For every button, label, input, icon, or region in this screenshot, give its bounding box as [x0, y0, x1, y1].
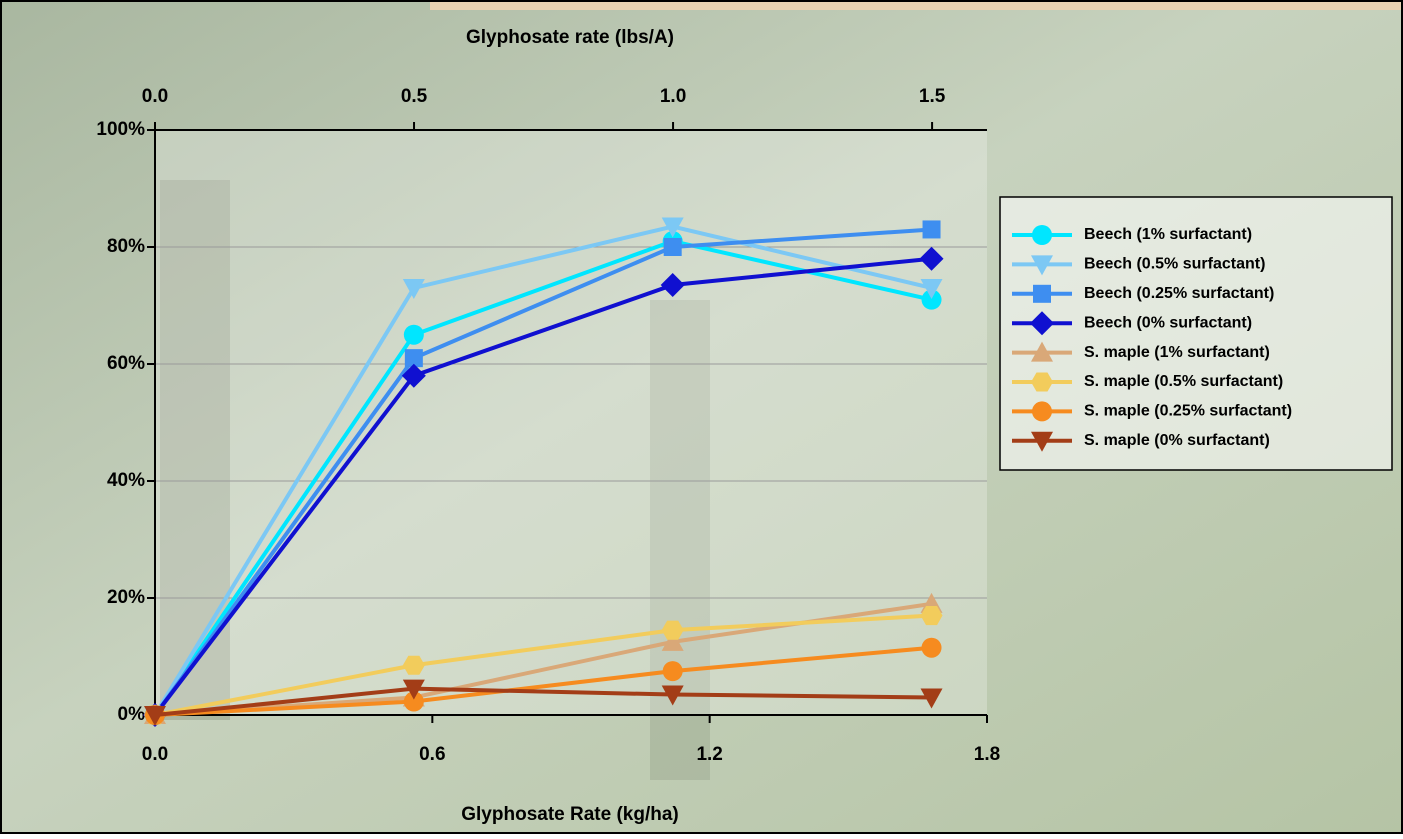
legend-marker [1032, 225, 1052, 245]
marker [661, 685, 684, 706]
marker [661, 217, 684, 238]
series-line [154, 645, 932, 717]
legend-label: Beech (1% surfactant) [1084, 226, 1252, 243]
x2-tick-label: 1.0 [660, 86, 686, 107]
marker [663, 238, 682, 256]
x2-axis-title: Glyphosate rate (lbs/A) [466, 27, 674, 48]
legend-marker [1031, 372, 1053, 392]
marker [401, 363, 426, 388]
x-tick-label: 1.2 [696, 744, 722, 765]
marker [920, 278, 943, 299]
banner [430, 0, 1403, 10]
legend-label: S. maple (0.25% surfactant) [1084, 403, 1292, 420]
x-tick-label: 0.6 [419, 744, 445, 765]
marker [921, 289, 942, 310]
y-tick-label: 60% [107, 353, 145, 374]
y-tick-label: 20% [107, 587, 145, 608]
marker [661, 620, 684, 640]
marker [402, 278, 425, 299]
legend-marker [1031, 341, 1053, 362]
marker [404, 349, 423, 368]
legend-label: S. maple (1% surfactant) [1084, 344, 1270, 361]
marker [660, 273, 685, 298]
tree-trunk [650, 300, 710, 780]
legend-marker [1030, 311, 1054, 336]
x-tick-label: 1.8 [974, 744, 1000, 765]
series-line [153, 256, 932, 717]
legend-marker [1032, 401, 1052, 422]
x2-tick-label: 1.5 [919, 86, 946, 107]
x2-tick-label: 0.0 [142, 86, 168, 107]
legend-label: Beech (0.25% surfactant) [1084, 285, 1274, 302]
marker [402, 679, 425, 700]
marker [920, 688, 943, 709]
x-tick-label: 0.0 [142, 744, 168, 765]
x-axis-title: Glyphosate Rate (kg/ha) [461, 804, 679, 825]
marker [144, 706, 166, 726]
y-tick-label: 80% [107, 236, 145, 257]
y-tick-label: 0% [118, 704, 146, 725]
marker [919, 246, 944, 271]
series-line [153, 227, 932, 717]
plot-area [155, 130, 987, 715]
marker [922, 220, 941, 239]
legend-label: S. maple (0% surfactant) [1084, 432, 1270, 449]
marker [403, 691, 424, 712]
series-line [153, 224, 932, 717]
legend-label: Beech (0% surfactant) [1084, 314, 1252, 331]
legend-marker [1031, 431, 1053, 452]
legend-label: S. maple (0.5% surfactant) [1084, 373, 1283, 390]
legend-marker [1033, 284, 1051, 303]
marker [662, 661, 683, 682]
series-line [154, 613, 932, 717]
marker [921, 637, 942, 658]
y-tick-label: 40% [107, 470, 145, 491]
x2-tick-label: 0.5 [401, 86, 428, 107]
legend-box [999, 196, 1393, 471]
series-line [154, 686, 932, 717]
marker [403, 324, 424, 345]
legend-marker [1031, 255, 1053, 276]
marker [661, 630, 684, 651]
marker [920, 606, 943, 626]
legend-label: Beech (0.5% surfactant) [1084, 256, 1265, 273]
y-tick-label: 100% [96, 119, 145, 140]
marker [402, 655, 425, 675]
